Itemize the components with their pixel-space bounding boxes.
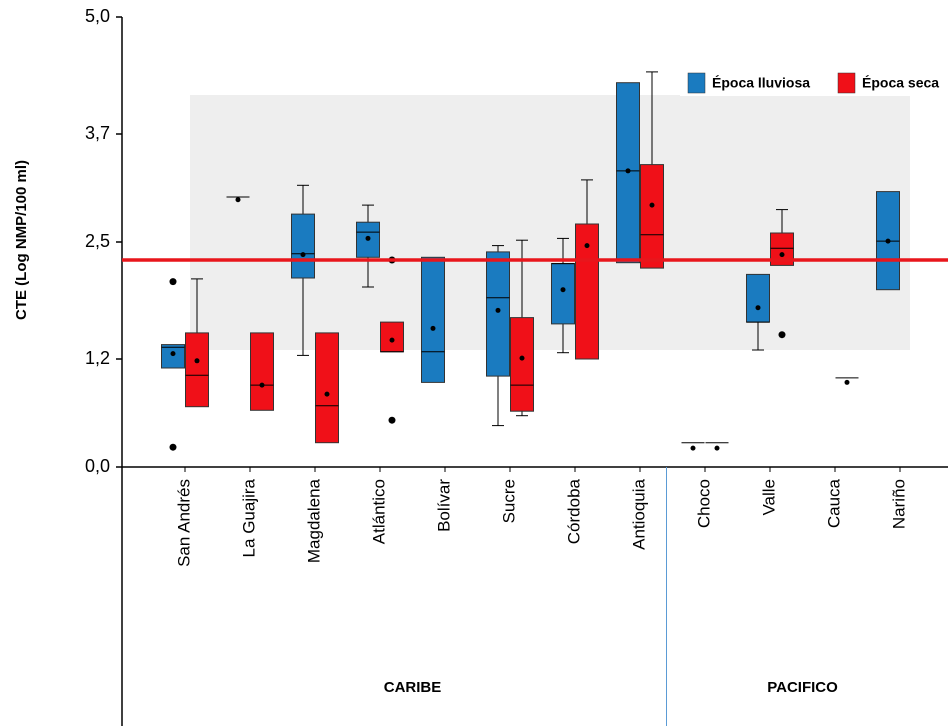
outlier xyxy=(169,278,177,286)
mean xyxy=(389,337,395,343)
x-tick-label: Cauca xyxy=(824,478,843,528)
legend-label: Época seca xyxy=(862,75,939,91)
y-tick-label: 3,7 xyxy=(85,123,110,143)
box xyxy=(575,223,599,360)
legend-swatch xyxy=(837,72,856,94)
mean xyxy=(625,168,631,174)
x-tick-label: Choco xyxy=(694,479,713,528)
mean xyxy=(194,358,200,364)
box xyxy=(486,251,510,377)
mean xyxy=(885,238,891,244)
mean xyxy=(430,325,436,331)
mean xyxy=(324,391,330,397)
y-axis-label: CTE (Log NMP/100 ml) xyxy=(13,160,30,320)
mean xyxy=(755,305,761,311)
mean xyxy=(690,445,696,451)
mean xyxy=(779,252,785,258)
mean xyxy=(170,351,176,357)
x-tick-label: Antioquia xyxy=(629,478,648,549)
mean xyxy=(365,235,371,241)
legend-box xyxy=(680,70,948,96)
box xyxy=(161,344,185,369)
x-tick-label: La Guajira xyxy=(239,478,258,557)
x-tick-label: Atlántico xyxy=(369,479,388,544)
box xyxy=(315,332,339,444)
mean xyxy=(560,287,566,293)
legend-label: Época lluviosa xyxy=(712,75,810,91)
mean xyxy=(714,445,720,451)
box xyxy=(291,213,315,279)
mean xyxy=(235,197,241,203)
x-tick-label: Nariño xyxy=(889,479,908,529)
outlier xyxy=(388,416,396,424)
outlier xyxy=(169,443,177,451)
box xyxy=(746,273,770,323)
mean xyxy=(259,382,265,388)
mean xyxy=(300,252,306,258)
box xyxy=(421,256,445,383)
box xyxy=(551,263,575,325)
mean xyxy=(519,355,525,361)
y-tick-label: 0,0 xyxy=(85,456,110,476)
x-tick-label: Córdoba xyxy=(564,478,583,544)
box xyxy=(380,321,404,353)
group-label: PACIFICO xyxy=(767,679,838,696)
x-tick-label: Magdalena xyxy=(304,478,323,563)
mean xyxy=(495,307,501,313)
mean xyxy=(844,379,850,385)
outlier xyxy=(778,331,786,339)
x-tick-label: Bolívar xyxy=(434,479,453,532)
mean xyxy=(649,202,655,208)
box xyxy=(640,164,664,269)
x-tick-label: San Andrés xyxy=(174,479,193,567)
box xyxy=(770,232,794,266)
mean xyxy=(584,243,590,249)
box xyxy=(185,332,209,408)
y-tick-label: 1,2 xyxy=(85,348,110,368)
box xyxy=(510,317,534,412)
y-tick-label: 2,5 xyxy=(85,231,110,251)
x-tick-label: Valle xyxy=(759,479,778,516)
y-tick-label: 5,0 xyxy=(85,6,110,26)
x-tick-label: Sucre xyxy=(499,479,518,523)
group-label: CARIBE xyxy=(384,679,442,696)
box xyxy=(250,332,274,411)
legend-swatch xyxy=(687,72,706,94)
